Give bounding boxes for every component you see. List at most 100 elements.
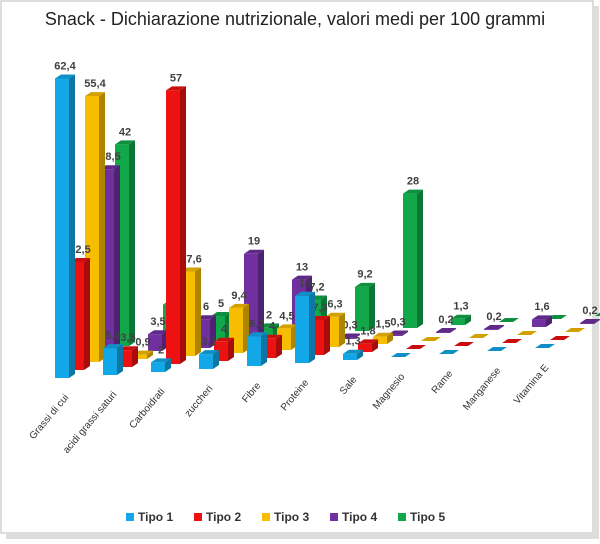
bar-top bbox=[517, 331, 537, 335]
bar bbox=[199, 354, 213, 369]
bar-top bbox=[292, 275, 312, 280]
legend-label: Tipo 4 bbox=[342, 510, 377, 524]
bar bbox=[436, 332, 450, 333]
data-label: 0,2 bbox=[582, 305, 597, 317]
bar-side bbox=[324, 315, 330, 355]
bar-top bbox=[580, 319, 600, 324]
data-label: 9,2 bbox=[357, 269, 372, 281]
bar-top bbox=[499, 318, 519, 322]
bar bbox=[388, 334, 402, 336]
bar-top bbox=[391, 353, 411, 357]
bar bbox=[148, 334, 162, 351]
bar-side bbox=[498, 325, 504, 330]
data-label: 2 bbox=[266, 309, 272, 321]
bar-top bbox=[343, 349, 363, 354]
data-label: 62,4 bbox=[54, 60, 76, 72]
bar-top bbox=[532, 315, 552, 320]
bar bbox=[295, 295, 309, 363]
bar-top bbox=[565, 328, 585, 332]
bar-top bbox=[148, 330, 168, 335]
data-label: 5 bbox=[218, 298, 224, 310]
data-label: 28 bbox=[407, 176, 419, 188]
legend-swatch bbox=[126, 513, 134, 521]
bar-side bbox=[387, 332, 393, 344]
bar-top bbox=[421, 337, 441, 341]
bar-side bbox=[402, 330, 408, 336]
bar-top bbox=[502, 339, 522, 343]
legend-label: Tipo 1 bbox=[138, 510, 173, 524]
bar bbox=[133, 354, 147, 359]
data-label: 1,8 bbox=[360, 325, 375, 337]
legend-swatch bbox=[330, 513, 338, 521]
data-label: 0,2 bbox=[486, 311, 501, 323]
bar-side bbox=[195, 267, 201, 356]
bar-side bbox=[165, 358, 171, 372]
bar-top bbox=[247, 332, 267, 337]
bar-side bbox=[129, 140, 135, 346]
legend-swatch bbox=[398, 513, 406, 521]
data-label: 55,4 bbox=[84, 78, 106, 90]
bar-top bbox=[550, 336, 570, 340]
bar-top bbox=[55, 74, 75, 79]
data-label: 9,4 bbox=[231, 290, 247, 302]
data-label: 4 bbox=[221, 324, 228, 336]
bar bbox=[55, 78, 69, 378]
data-label: 0,2 bbox=[438, 314, 453, 326]
data-label: 0,3 bbox=[342, 319, 357, 331]
bar-top bbox=[487, 347, 507, 351]
bar-top bbox=[229, 303, 249, 308]
chart-title: Snack - Dichiarazione nutrizionale, valo… bbox=[45, 9, 545, 29]
bar-top bbox=[199, 350, 219, 355]
bar bbox=[403, 193, 417, 328]
bar bbox=[247, 336, 261, 366]
bar-top bbox=[451, 314, 471, 319]
data-label: 6 bbox=[203, 301, 209, 313]
bar-top bbox=[151, 358, 171, 363]
legend-swatch bbox=[194, 513, 202, 521]
bar-side bbox=[180, 86, 186, 365]
bar-side bbox=[84, 258, 90, 370]
bar-top bbox=[403, 189, 423, 194]
bar-side bbox=[369, 282, 375, 331]
bar bbox=[355, 286, 369, 331]
bar-side bbox=[114, 165, 120, 354]
bar bbox=[340, 337, 354, 339]
data-label: 6,2 bbox=[249, 318, 264, 330]
data-label: 1,3 bbox=[345, 336, 360, 348]
data-label: 0,3 bbox=[390, 316, 405, 328]
bar-top bbox=[469, 334, 489, 338]
bar-top bbox=[439, 350, 459, 354]
bar bbox=[259, 327, 273, 337]
bar-top bbox=[244, 249, 264, 254]
bar-top bbox=[484, 325, 504, 330]
bar-side bbox=[309, 291, 315, 363]
bar-top bbox=[103, 344, 123, 349]
bar-top bbox=[595, 312, 600, 316]
bar-top bbox=[325, 312, 345, 317]
legend-label: Tipo 2 bbox=[206, 510, 241, 524]
bar bbox=[103, 348, 117, 375]
bar bbox=[151, 362, 165, 372]
data-label: 5,6 bbox=[105, 330, 120, 342]
data-label: 4,5 bbox=[279, 310, 294, 322]
bar-top bbox=[358, 339, 378, 344]
shadow bbox=[6, 534, 599, 539]
bar bbox=[358, 343, 372, 352]
bar bbox=[484, 329, 498, 330]
data-label: 3,1 bbox=[201, 336, 216, 348]
bar-top bbox=[373, 332, 393, 337]
bar-top bbox=[436, 328, 456, 333]
bar-top bbox=[454, 342, 474, 346]
data-label: 13 bbox=[296, 262, 308, 274]
bar-side bbox=[258, 249, 264, 345]
bar-top bbox=[406, 345, 426, 349]
bar-side bbox=[354, 333, 360, 339]
bar bbox=[373, 336, 387, 344]
data-label: 3,5 bbox=[150, 316, 165, 328]
bar-side bbox=[228, 337, 234, 361]
legend-swatch bbox=[262, 513, 270, 521]
data-label: 7,2 bbox=[309, 281, 324, 293]
bar-side bbox=[417, 189, 423, 328]
bar-side bbox=[339, 312, 345, 347]
